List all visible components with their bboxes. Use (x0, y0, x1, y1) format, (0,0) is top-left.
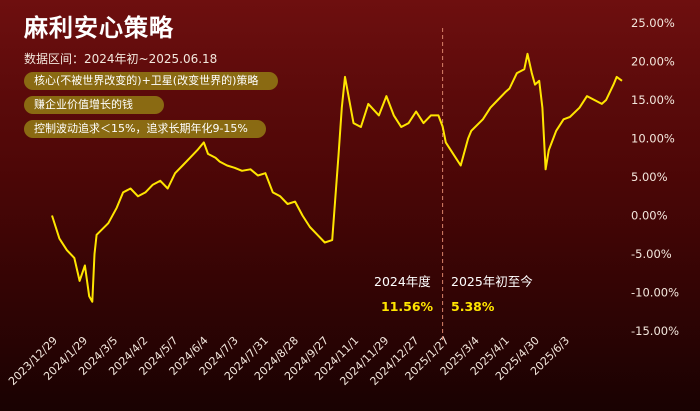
chart-title: 麻利安心策略 (24, 13, 174, 42)
y-tick-label: 10.00% (631, 132, 675, 146)
annotation-2024-value: 11.56% (381, 299, 434, 314)
y-tick-label: -15.00% (631, 324, 679, 338)
x-axis: 2023/12/292024/1/292024/3/52024/4/22024/… (6, 334, 572, 388)
strategy-pill-core-satellite: 核心(不被世界改变的)+卫星(改变世界的)策略 (24, 72, 278, 90)
y-tick-label: 0.00% (631, 209, 668, 223)
y-tick-label: 5.00% (631, 170, 668, 184)
y-tick-label: -5.00% (631, 247, 672, 261)
y-tick-label: 20.00% (631, 55, 675, 69)
annotation-2025-value: 5.38% (451, 299, 495, 314)
y-axis: 25.00% 20.00% 15.00% 10.00% 5.00% 0.00% -5.00%… (631, 16, 679, 338)
data-range-subtitle: 数据区间：2024年初~2025.06.18 (24, 52, 218, 66)
y-tick-label: -10.00% (631, 286, 679, 300)
series-line (51, 52, 623, 303)
strategy-pill-volatility: 控制波动追求＜15%，追求长期年化9-15% (24, 120, 266, 138)
y-tick-label: 15.00% (631, 93, 675, 107)
y-tick-label: 25.00% (631, 16, 675, 30)
annotation-2024-label: 2024年度 (374, 274, 431, 289)
strategy-pill-value-growth: 赚企业价值增长的钱 (24, 96, 164, 114)
annotation-2025-label: 2025年初至今 (451, 274, 533, 289)
